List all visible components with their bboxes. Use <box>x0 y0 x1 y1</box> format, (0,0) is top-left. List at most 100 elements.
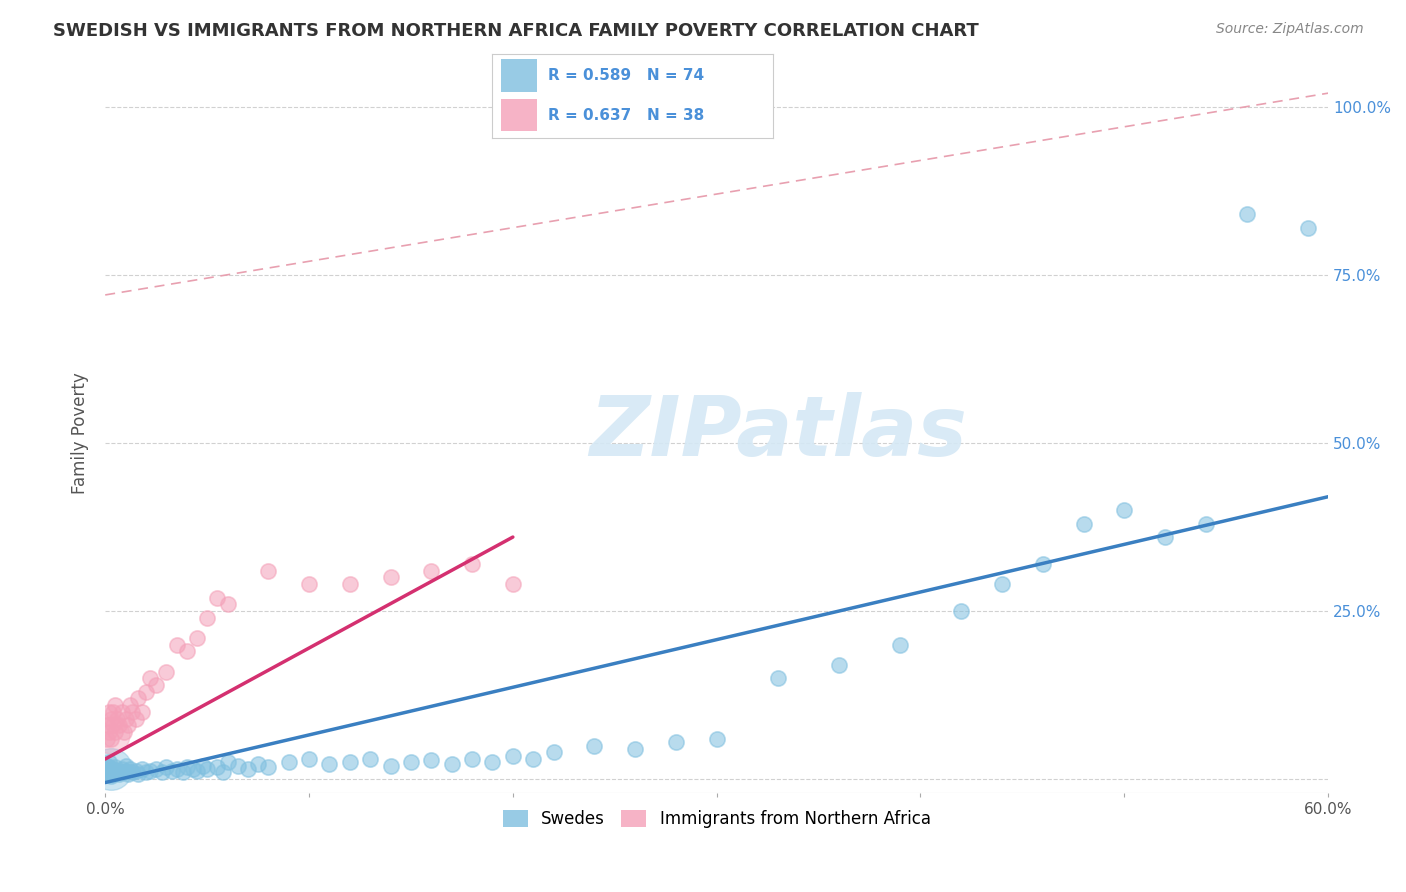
Point <box>191 758 214 772</box>
Point <box>103 767 125 781</box>
Point <box>339 577 361 591</box>
Bar <box>501 60 537 92</box>
Point <box>96 718 118 732</box>
Point <box>1073 516 1095 531</box>
Point <box>828 657 851 672</box>
Point <box>277 756 299 770</box>
Point <box>114 712 136 726</box>
Point <box>195 611 218 625</box>
Point <box>461 752 484 766</box>
Point <box>257 564 280 578</box>
Point <box>112 725 135 739</box>
Point <box>420 564 443 578</box>
Point <box>212 765 235 780</box>
Point <box>298 577 321 591</box>
Point <box>217 597 239 611</box>
Point <box>118 698 141 713</box>
Legend: Swedes, Immigrants from Northern Africa: Swedes, Immigrants from Northern Africa <box>496 803 938 835</box>
Point <box>127 767 149 781</box>
Point <box>257 760 280 774</box>
Text: Source: ZipAtlas.com: Source: ZipAtlas.com <box>1216 22 1364 37</box>
Point <box>104 765 127 780</box>
Point <box>583 739 606 753</box>
Point <box>100 769 122 783</box>
Point <box>298 752 321 766</box>
Point <box>162 764 184 778</box>
Point <box>440 757 463 772</box>
Point <box>125 712 148 726</box>
Point <box>96 765 118 780</box>
Point <box>150 765 173 780</box>
Point <box>186 764 208 778</box>
Point <box>125 764 148 778</box>
Point <box>420 753 443 767</box>
Point <box>131 762 153 776</box>
Point <box>1114 503 1136 517</box>
Point <box>98 705 121 719</box>
Point <box>121 705 143 719</box>
Point <box>98 767 121 781</box>
Point <box>195 762 218 776</box>
Point <box>481 756 503 770</box>
Point <box>339 756 361 770</box>
Point <box>145 678 167 692</box>
Text: SWEDISH VS IMMIGRANTS FROM NORTHERN AFRICA FAMILY POVERTY CORRELATION CHART: SWEDISH VS IMMIGRANTS FROM NORTHERN AFRI… <box>53 22 979 40</box>
Point <box>104 725 127 739</box>
Point <box>155 665 177 679</box>
Point <box>359 752 381 766</box>
Point <box>145 762 167 776</box>
Point <box>950 604 973 618</box>
Text: R = 0.637   N = 38: R = 0.637 N = 38 <box>548 108 704 123</box>
Point <box>98 725 121 739</box>
Point <box>96 762 118 776</box>
Point <box>665 735 688 749</box>
Point <box>624 742 647 756</box>
Point <box>217 756 239 770</box>
Point <box>103 718 125 732</box>
Point <box>107 712 129 726</box>
Point <box>121 765 143 780</box>
Point <box>380 570 402 584</box>
Point <box>117 718 139 732</box>
Point <box>247 757 270 772</box>
Point <box>100 729 122 743</box>
Point <box>127 691 149 706</box>
Point <box>176 644 198 658</box>
Point <box>889 638 911 652</box>
Point <box>176 760 198 774</box>
Point <box>135 765 157 780</box>
Point <box>399 756 422 770</box>
Point <box>110 762 132 776</box>
Point <box>100 762 122 776</box>
Point <box>100 712 122 726</box>
Point <box>112 765 135 780</box>
Point <box>114 764 136 778</box>
Point <box>318 757 340 772</box>
Point <box>172 765 194 780</box>
Point <box>100 764 122 778</box>
Point <box>1032 557 1054 571</box>
Text: ZIPatlas: ZIPatlas <box>589 392 967 474</box>
Point <box>104 698 127 713</box>
Point <box>461 557 484 571</box>
Point <box>139 764 162 778</box>
Point <box>135 685 157 699</box>
Bar <box>501 99 537 131</box>
Point <box>103 762 125 776</box>
Point <box>502 577 524 591</box>
Point <box>118 762 141 776</box>
Y-axis label: Family Poverty: Family Poverty <box>72 372 89 493</box>
Point <box>207 591 229 605</box>
Point <box>110 705 132 719</box>
Point <box>98 756 121 770</box>
Point <box>96 758 118 772</box>
Point <box>186 631 208 645</box>
Point <box>1296 220 1319 235</box>
Point <box>502 748 524 763</box>
Point <box>207 760 229 774</box>
Point <box>108 767 131 781</box>
Point <box>543 745 565 759</box>
Point <box>114 758 136 772</box>
Point <box>380 758 402 772</box>
Point <box>131 705 153 719</box>
